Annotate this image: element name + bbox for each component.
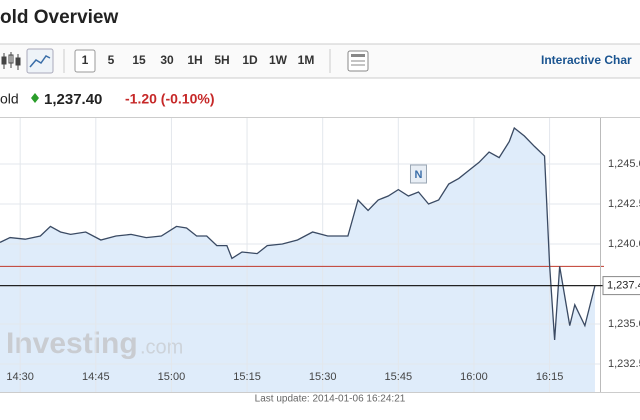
line-chart-button[interactable]: [26, 48, 54, 74]
interval-button[interactable]: 1W: [269, 53, 288, 67]
y-tick-label: 1,245.00: [608, 158, 640, 170]
x-tick-label: 16:15: [536, 371, 564, 383]
selected-button: [74, 49, 96, 73]
x-tick-label: 14:45: [82, 371, 110, 383]
y-tick-label: 1,242.50: [608, 198, 640, 210]
interval-button[interactable]: 30: [160, 53, 174, 67]
candle-icon[interactable]: [1, 52, 21, 70]
area-fill: [0, 128, 595, 392]
y-tick-label: 1,240.00: [608, 238, 640, 250]
plot: Investing .com: [0, 118, 604, 392]
price-line: [0, 126, 596, 341]
last-price-label: 1,237.40: [607, 280, 640, 292]
settings-icon[interactable]: [347, 50, 369, 72]
price-change: -1.20 (-0.10%): [125, 91, 214, 107]
interval-button[interactable]: 1D: [242, 53, 258, 67]
watermark-domain: .com: [140, 336, 183, 358]
x-tick-label: 15:00: [158, 371, 186, 383]
interval-button[interactable]: 1: [82, 53, 89, 67]
toolbar: [0, 43, 640, 79]
x-tick-label: 16:00: [460, 371, 488, 383]
x-tick-label: 15:30: [309, 371, 337, 383]
interval-button[interactable]: 15: [132, 53, 146, 67]
interval-button[interactable]: 5H: [214, 53, 229, 67]
page-title: old Overview: [0, 7, 118, 28]
news-marker-label: N: [415, 169, 423, 181]
x-tick-label: 14:30: [6, 371, 34, 383]
last-price: 1,237.40: [44, 91, 102, 108]
up-marker: [31, 93, 39, 103]
y-tick-label: 1,235.00: [608, 318, 640, 330]
interval-button[interactable]: 5: [108, 53, 115, 67]
interactive-chart-link[interactable]: Interactive Char: [541, 53, 632, 67]
symbol-name: old: [0, 91, 19, 107]
last-update: Last update: 2014-01-06 16:24:21: [255, 394, 406, 405]
watermark: Investing: [6, 327, 138, 360]
interval-button[interactable]: 1M: [298, 53, 315, 67]
x-tick-label: 15:45: [385, 371, 413, 383]
line-icon: [29, 55, 51, 68]
news-marker[interactable]: [409, 164, 427, 184]
x-tick-label: 15:15: [233, 371, 261, 383]
last-price-box: [602, 276, 640, 296]
interval-button[interactable]: 1H: [187, 53, 202, 67]
y-tick-label: 1,232.50: [608, 358, 640, 370]
